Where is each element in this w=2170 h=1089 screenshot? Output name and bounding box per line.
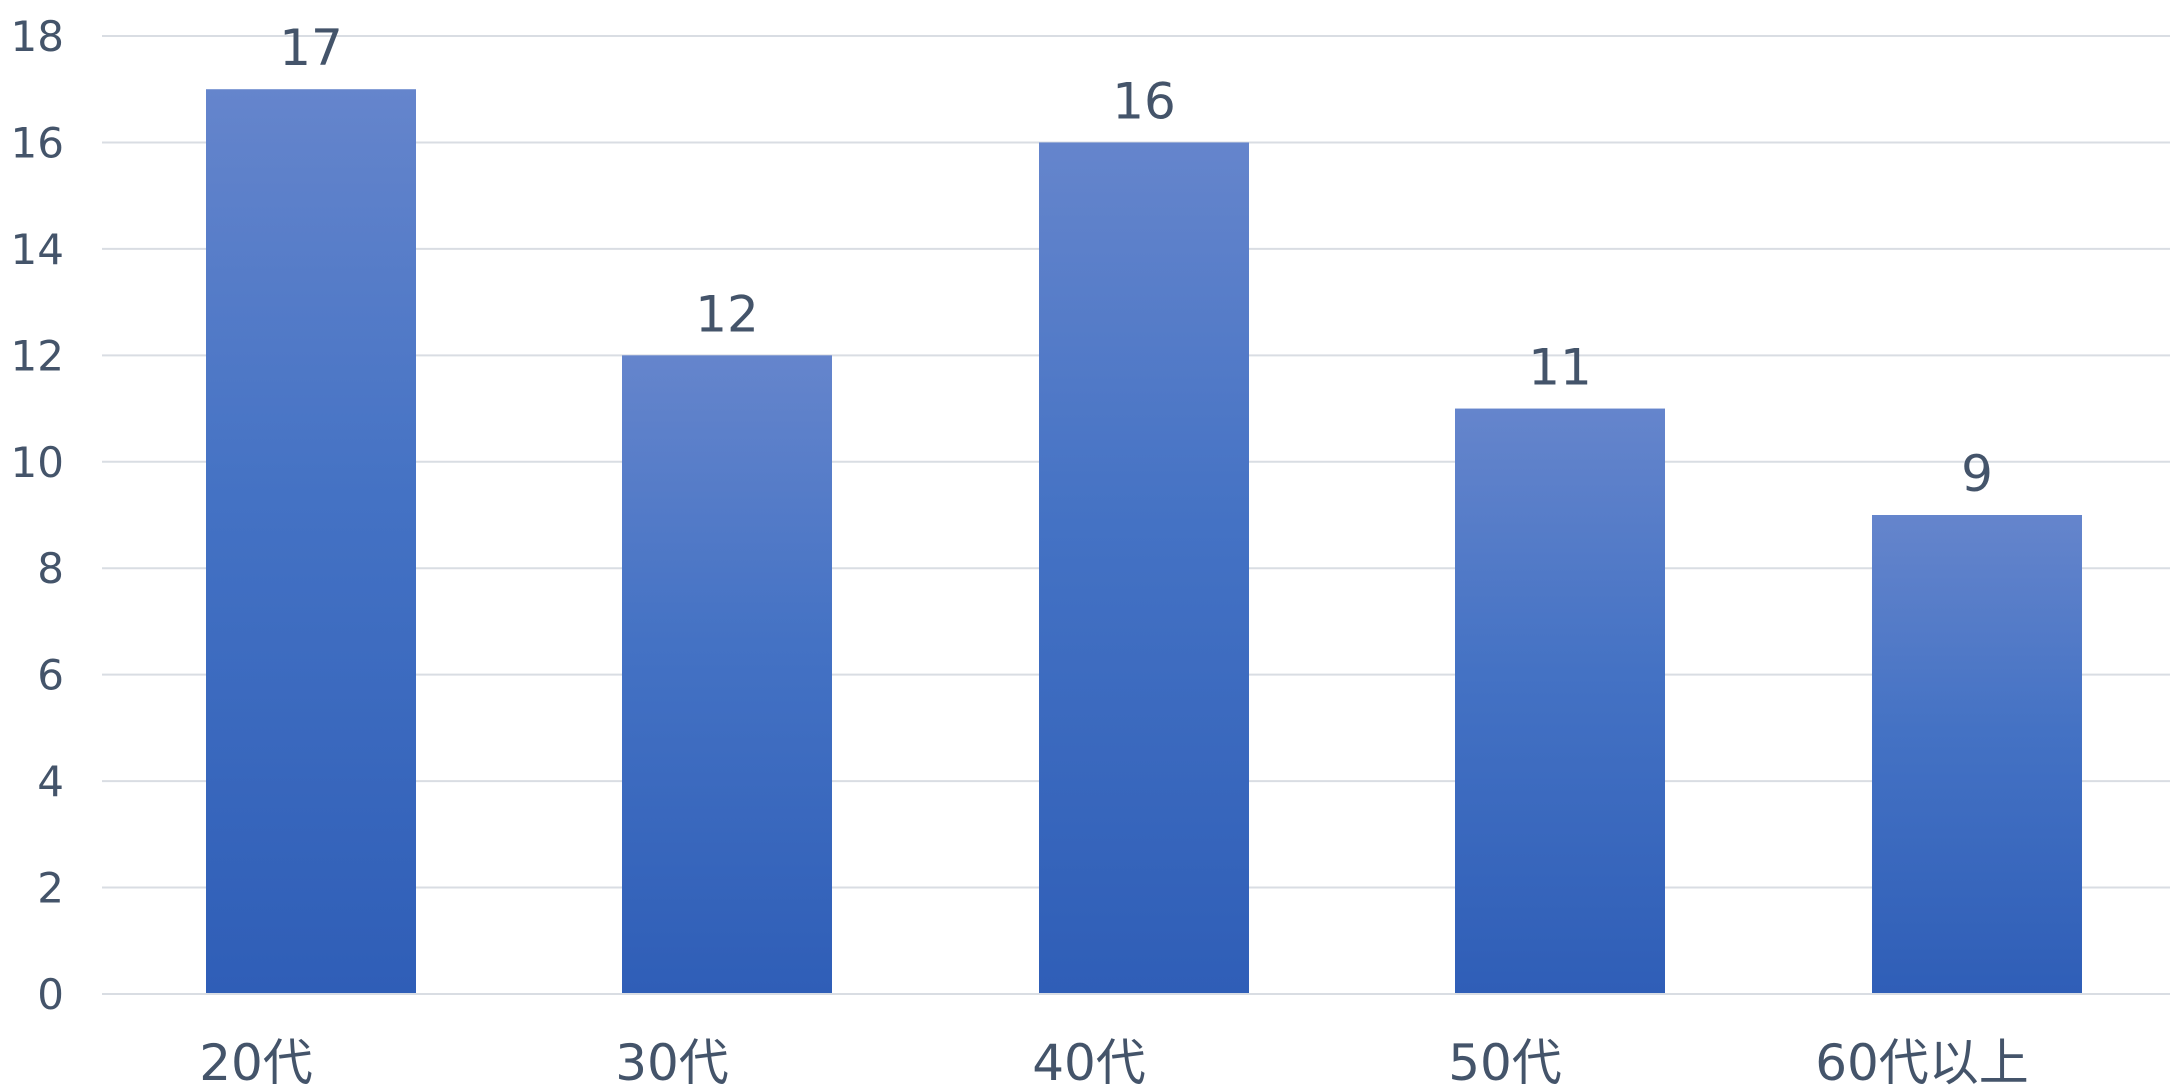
y-tick-label: 8 — [37, 544, 64, 593]
y-tick-label: 14 — [11, 225, 64, 274]
data-label: 12 — [695, 285, 759, 343]
y-axis: 0 2 4 6 8 10 12 14 16 18 — [11, 12, 64, 1019]
bar — [622, 355, 832, 994]
y-tick-label: 4 — [37, 757, 64, 806]
data-label: 9 — [1961, 445, 1993, 503]
x-category-label: 30代 — [615, 1034, 729, 1089]
x-category-label: 40代 — [1032, 1034, 1146, 1089]
y-tick-label: 18 — [11, 12, 64, 61]
x-category-label: 50代 — [1448, 1034, 1562, 1089]
y-tick-label: 12 — [11, 331, 64, 380]
bar — [1455, 408, 1665, 994]
x-category-label: 20代 — [199, 1034, 313, 1089]
y-tick-label: 0 — [37, 970, 64, 1019]
x-category-label: 60代以上 — [1815, 1034, 2029, 1089]
data-label: 11 — [1528, 339, 1592, 397]
data-label: 17 — [279, 19, 343, 77]
y-tick-label: 2 — [37, 864, 64, 913]
bar — [1039, 142, 1249, 994]
bar — [206, 89, 416, 994]
bar — [1872, 515, 2082, 994]
data-labels: 17 12 16 11 9 — [279, 19, 1993, 503]
y-tick-label: 16 — [11, 118, 64, 167]
x-axis: 20代 30代 40代 50代 60代以上 — [102, 993, 2170, 1089]
y-tick-label: 6 — [37, 651, 64, 700]
y-tick-label: 10 — [11, 438, 64, 487]
bars — [206, 89, 2082, 994]
data-label: 16 — [1112, 72, 1176, 130]
